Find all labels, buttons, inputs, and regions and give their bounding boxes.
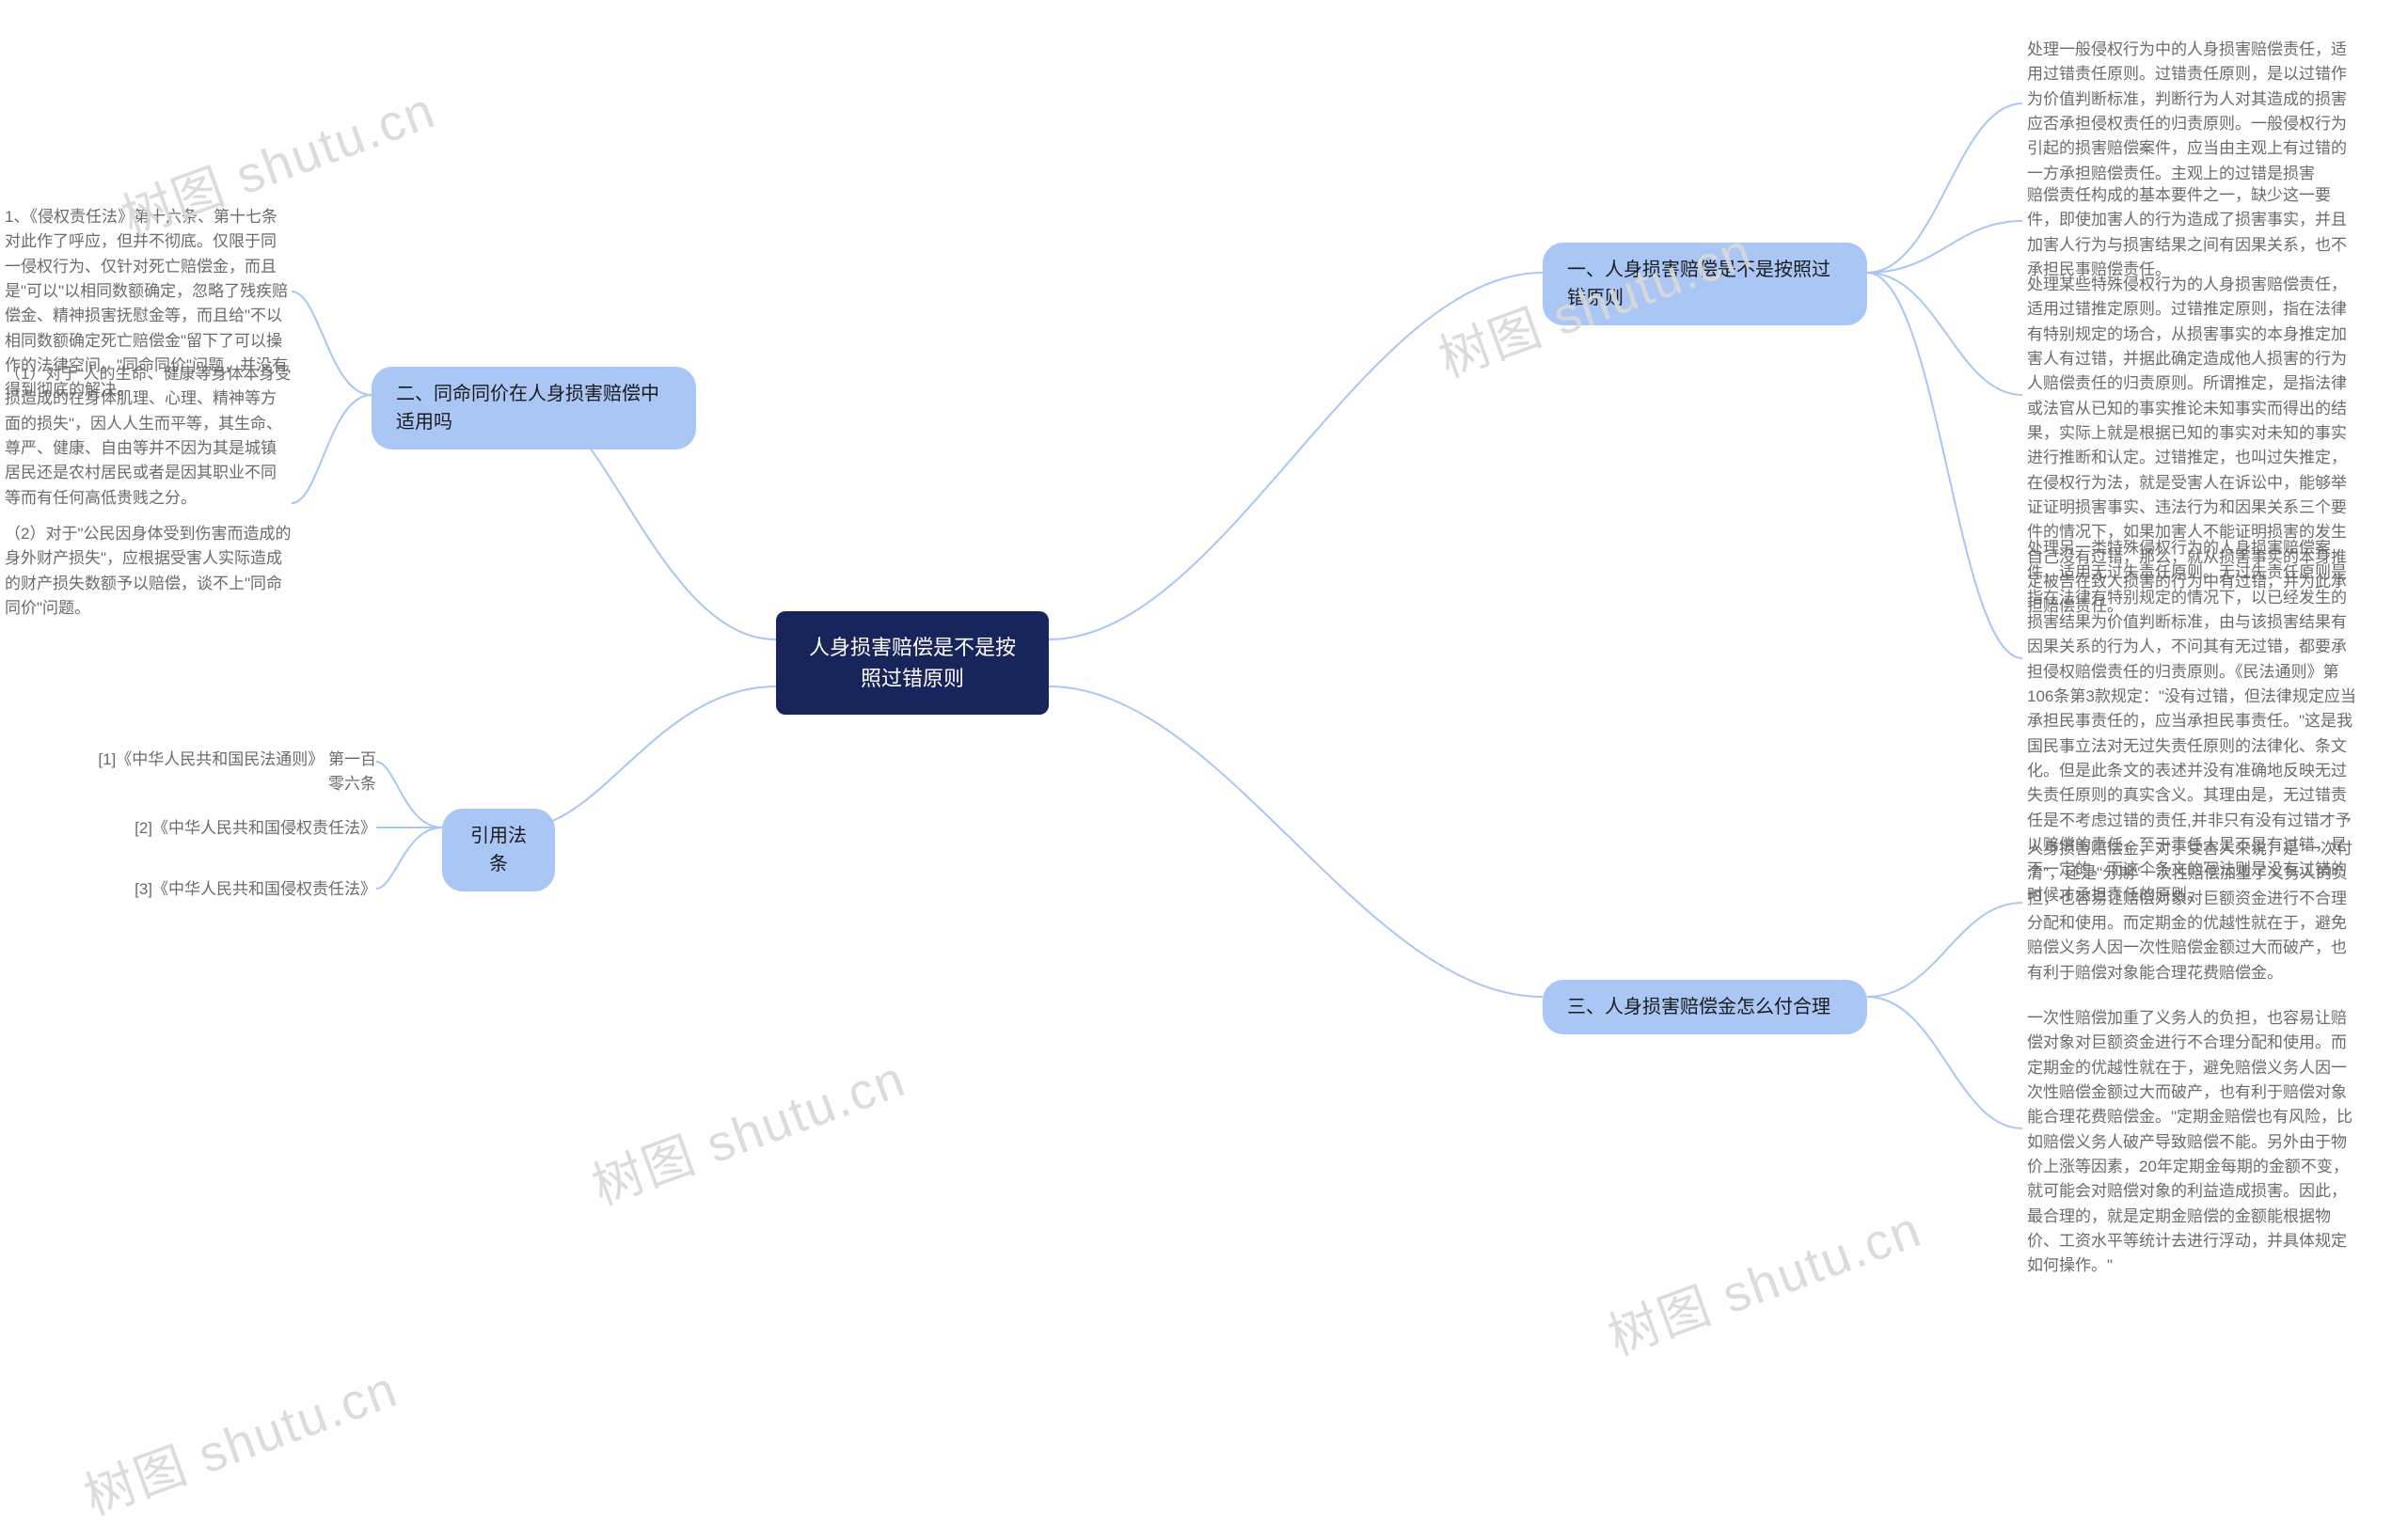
leaf-b4-1-text: [1]《中华人民共和国民法通则》 第一百零六条: [98, 750, 376, 793]
root-label: 人身损害赔偿是不是按照过错原则: [809, 636, 1016, 690]
watermark: 树图 shutu.cn: [580, 1037, 914, 1220]
leaf-b1-2-text: 赔偿责任构成的基本要件之一，缺少这一要件，即使加害人的行为造成了损害事实，并且加…: [2027, 186, 2347, 278]
branch-1-label: 一、人身损害赔偿是不是按照过错原则: [1567, 260, 1830, 308]
branch-3-label: 三、人身损害赔偿金怎么付合理: [1567, 997, 1830, 1017]
branch-1[interactable]: 一、人身损害赔偿是不是按照过错原则: [1543, 243, 1867, 325]
branch-4[interactable]: 引用法条: [442, 809, 555, 891]
leaf-b1-1-text: 处理一般侵权行为中的人身损害赔偿责任，适用过错责任原则。过错责任原则，是以过错作…: [2027, 40, 2347, 182]
L-b2-2-1: （1）对于"人的生命、健康等身体本身受损造成的在身体肌理、心理、精神等方面的损失…: [5, 362, 292, 511]
leaf-b3-2-text: 一次性赔偿加重了义务人的负担，也容易让赔偿对象对巨额资金进行不合理分配和使用。而…: [2027, 1009, 2353, 1274]
leaf-b4-1: [1]《中华人民共和国民法通则》 第一百零六条: [85, 748, 376, 797]
L-b2-2-1-t: （1）对于"人的生命、健康等身体本身受损造成的在身体肌理、心理、精神等方面的损失…: [5, 365, 292, 507]
leaf-b4-2: [2]《中华人民共和国侵权责任法》: [85, 816, 376, 841]
watermark: 树图 shutu.cn: [72, 1348, 406, 1529]
leaf-b3-1: 人身损害赔偿金，对于受害人来说，是"一次付清"，还是"分期"一次性赔偿加重了义务…: [2027, 837, 2356, 985]
L-b2-2-2: （2）对于"公民因身体受到伤害而造成的身外财产损失"，应根据受害人实际造成的财产…: [5, 522, 292, 621]
branch-3[interactable]: 三、人身损害赔偿金怎么付合理: [1543, 980, 1867, 1034]
branch-2[interactable]: 二、同命同价在人身损害赔偿中适用吗: [372, 367, 696, 449]
leaf-b3-2: 一次性赔偿加重了义务人的负担，也容易让赔偿对象对巨额资金进行不合理分配和使用。而…: [2027, 1006, 2356, 1279]
root-node[interactable]: 人身损害赔偿是不是按照过错原则: [776, 611, 1049, 715]
leaf-b4-2-text: [2]《中华人民共和国侵权责任法》: [135, 819, 376, 837]
leaf-b3-1-text: 人身损害赔偿金，对于受害人来说，是"一次付清"，还是"分期"一次性赔偿加重了义务…: [2027, 840, 2353, 982]
mindmap-canvas: { "colors": { "root_bg": "#17255a", "roo…: [0, 0, 2408, 1496]
leaf-b1-1: 处理一般侵权行为中的人身损害赔偿责任，适用过错责任原则。过错责任原则，是以过错作…: [2027, 38, 2356, 186]
leaf-b4-3: [3]《中华人民共和国侵权责任法》: [85, 877, 376, 902]
branch-2-label: 二、同命同价在人身损害赔偿中适用吗: [396, 384, 659, 433]
L-b2-2-2-t: （2）对于"公民因身体受到伤害而造成的身外财产损失"，应根据受害人实际造成的财产…: [5, 525, 292, 617]
branch-4-label: 引用法条: [470, 826, 527, 875]
leaf-b4-3-text: [3]《中华人民共和国侵权责任法》: [135, 880, 376, 898]
watermark: 树图 shutu.cn: [1596, 1188, 1930, 1370]
leaf-b1-2: 赔偿责任构成的基本要件之一，缺少这一要件，即使加害人的行为造成了损害事实，并且加…: [2027, 183, 2356, 282]
